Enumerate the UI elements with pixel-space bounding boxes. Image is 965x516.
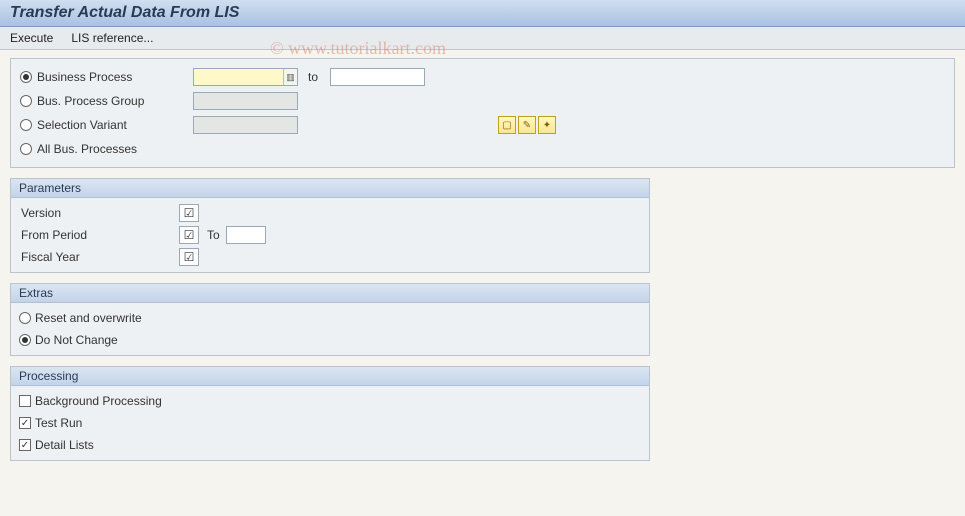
label-all-bus-processes: All Bus. Processes (33, 142, 193, 156)
business-process-to-input[interactable] (330, 68, 425, 86)
new-icon[interactable]: ▢ (498, 116, 516, 134)
label-test-run: Test Run (35, 416, 82, 430)
version-input[interactable]: ☑ (179, 204, 199, 222)
label-business-process: Business Process (33, 70, 193, 84)
menu-execute[interactable]: Execute (10, 31, 53, 45)
label-bus-process-group: Bus. Process Group (33, 94, 193, 108)
to-label-period: To (207, 228, 220, 242)
edit-icon[interactable]: ✎ (518, 116, 536, 134)
radio-reset-overwrite[interactable] (19, 312, 31, 324)
label-do-not-change: Do Not Change (35, 333, 118, 347)
page-title: Transfer Actual Data From LIS (0, 0, 965, 27)
parameters-group: Parameters Version ☑ From Period ☑ To Fi… (10, 178, 650, 273)
processing-group: Processing Background Processing Test Ru… (10, 366, 650, 461)
radio-all-bus-processes[interactable] (20, 143, 32, 155)
to-period-input[interactable] (226, 226, 266, 244)
label-fiscal-year: Fiscal Year (19, 250, 179, 264)
extras-header: Extras (11, 284, 649, 303)
bus-process-group-input[interactable] (193, 92, 298, 110)
label-from-period: From Period (19, 228, 179, 242)
selection-block: Business Process ▥ to Bus. Process Group… (10, 58, 955, 168)
radio-business-process[interactable] (20, 71, 32, 83)
label-reset-overwrite: Reset and overwrite (35, 311, 142, 325)
parameters-header: Parameters (11, 179, 649, 198)
label-detail-lists: Detail Lists (35, 438, 94, 452)
fiscal-year-input[interactable]: ☑ (179, 248, 199, 266)
checkbox-test-run[interactable] (19, 417, 31, 429)
label-version: Version (19, 206, 179, 220)
menu-lis-reference[interactable]: LIS reference... (71, 31, 153, 45)
label-background-processing: Background Processing (35, 394, 162, 408)
checkbox-detail-lists[interactable] (19, 439, 31, 451)
processing-header: Processing (11, 367, 649, 386)
variant-toolbar: ▢ ✎ ✦ (498, 116, 556, 134)
from-period-input[interactable]: ☑ (179, 226, 199, 244)
tool-icon[interactable]: ✦ (538, 116, 556, 134)
radio-do-not-change[interactable] (19, 334, 31, 346)
checkbox-background-processing[interactable] (19, 395, 31, 407)
selection-variant-input[interactable] (193, 116, 298, 134)
radio-selection-variant[interactable] (20, 119, 32, 131)
extras-group: Extras Reset and overwrite Do Not Change (10, 283, 650, 356)
label-selection-variant: Selection Variant (33, 118, 193, 132)
f4-dropdown-icon[interactable]: ▥ (283, 69, 297, 85)
menu-bar: Execute LIS reference... (0, 27, 965, 50)
radio-bus-process-group[interactable] (20, 95, 32, 107)
to-label: to (308, 70, 318, 84)
